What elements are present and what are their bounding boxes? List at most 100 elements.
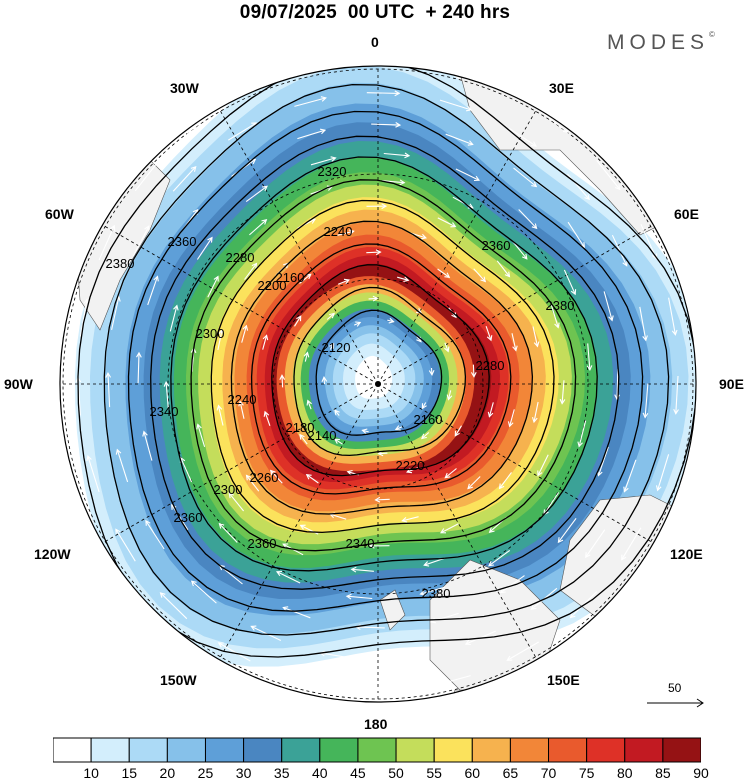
streamline-segment: [116, 449, 129, 483]
streamline-segment: [137, 352, 140, 384]
colorbar-swatch: [128, 737, 168, 763]
colorbar-swatch: [586, 737, 626, 763]
streamline-arrowhead: [427, 66, 434, 69]
colorbar-swatch: [204, 737, 245, 763]
streamline-arrowhead: [562, 127, 569, 133]
streamline-segment: [508, 127, 537, 147]
contour-label: 2280: [226, 250, 255, 265]
streamline-segment: [473, 268, 486, 282]
streamline-arrowhead: [159, 592, 166, 598]
colorbar-tick: 30: [235, 765, 252, 781]
height-contour: [271, 264, 490, 477]
streamline-arrowhead: [321, 376, 328, 383]
streamline-arrowhead: [423, 561, 430, 567]
map-disk: [60, 60, 696, 702]
streamline-arrowhead: [467, 140, 474, 146]
streamline-arrowhead: [569, 612, 576, 619]
contour-label: 2300: [214, 482, 243, 497]
streamline-arrowhead: [554, 322, 560, 329]
meridian-line: [212, 383, 379, 670]
streamline-arrowhead: [269, 469, 276, 476]
streamline-arrowhead: [428, 369, 435, 376]
streamline-arrowhead: [262, 185, 268, 192]
streamline-segment: [424, 557, 446, 566]
streamline-arrowhead: [136, 351, 142, 358]
streamline-segment: [98, 225, 115, 261]
streamline-segment: [567, 221, 585, 248]
streamline-arrowhead: [521, 253, 528, 260]
colorbar-swatch: [357, 737, 397, 763]
streamline-arrowhead: [262, 334, 269, 341]
streamline-segment: [321, 66, 358, 68]
lon-label-90e: 90E: [719, 376, 744, 392]
streamline-segment: [281, 375, 284, 388]
streamline-segment: [111, 296, 120, 331]
contour-label: 2360: [174, 510, 203, 525]
streamline-segment: [421, 432, 430, 439]
streamline-arrowhead: [329, 342, 335, 349]
streamline-segment: [346, 595, 373, 600]
streamline-segment: [276, 571, 301, 584]
streamline-segment: [513, 167, 537, 187]
streamline-arrowhead: [346, 469, 353, 476]
streamline-segment: [299, 273, 312, 284]
streamline-arrowhead: [145, 519, 151, 526]
streamline-arrowhead: [228, 492, 235, 499]
wind-speed-shading: [74, 66, 696, 667]
streamline-segment: [557, 517, 577, 543]
streamline-arrowhead: [285, 674, 292, 680]
streamline-segment: [366, 251, 381, 254]
streamline-arrowhead: [614, 184, 621, 191]
colorbar-tick: 35: [273, 765, 290, 781]
meridian-line: [377, 383, 664, 550]
height-contour: [230, 220, 534, 515]
streamline-arrowhead: [251, 262, 258, 269]
streamline-segment: [435, 675, 471, 686]
colorbar-tick: 70: [540, 765, 557, 781]
contour-label: 2280: [476, 358, 505, 373]
streamline-segment: [171, 504, 189, 531]
streamline-segment: [160, 592, 188, 620]
streamline-arrowhead: [353, 60, 358, 65]
colorbar-swatch: [471, 737, 511, 763]
streamline-segment: [587, 343, 591, 370]
streamline-arrowhead: [394, 425, 401, 431]
streamline-segment: [439, 99, 472, 111]
streamline-arrowhead: [557, 537, 564, 544]
contour-label: 2260: [250, 470, 279, 485]
height-contour: [250, 243, 512, 495]
lon-label-120e: 120E: [670, 546, 703, 562]
streamline-segment: [196, 237, 213, 260]
streamline-arrowhead: [388, 317, 395, 324]
streamline-segment: [596, 160, 621, 190]
streamline-segment: [262, 335, 268, 350]
streamline-arrowhead: [153, 160, 159, 167]
contour-label: 2340: [346, 536, 375, 551]
streamline-arrowhead: [320, 96, 327, 102]
streamline-arrowhead: [420, 233, 427, 240]
streamline-arrowhead: [512, 345, 518, 352]
streamline-segment: [507, 641, 539, 661]
lon-label-150e: 150E: [547, 672, 580, 688]
streamline-segment: [437, 217, 456, 228]
streamline-segment: [297, 129, 326, 140]
streamline-arrowhead: [642, 335, 648, 342]
contour-label: 2240: [228, 392, 257, 407]
streamline-arrowhead: [655, 485, 662, 492]
streamline-segment: [511, 333, 517, 351]
streamline-arrowhead: [372, 295, 379, 302]
streamline-arrowhead: [584, 194, 590, 201]
colorbar-swatch: [53, 737, 92, 763]
streamline-segment: [538, 109, 569, 133]
streamline-arrowhead: [585, 552, 591, 559]
streamline-segment: [219, 523, 238, 543]
streamline-arrowhead: [487, 411, 494, 418]
colorbar-tick: 10: [83, 765, 99, 781]
colorbar-swatch: [509, 737, 550, 763]
streamline-segment: [294, 97, 326, 107]
streamline-segment: [186, 110, 217, 134]
streamline-segment: [644, 383, 649, 418]
contour-label: 2380: [422, 586, 451, 601]
streamline-arrowhead: [105, 371, 112, 378]
colorbar-tick: 55: [426, 765, 442, 781]
